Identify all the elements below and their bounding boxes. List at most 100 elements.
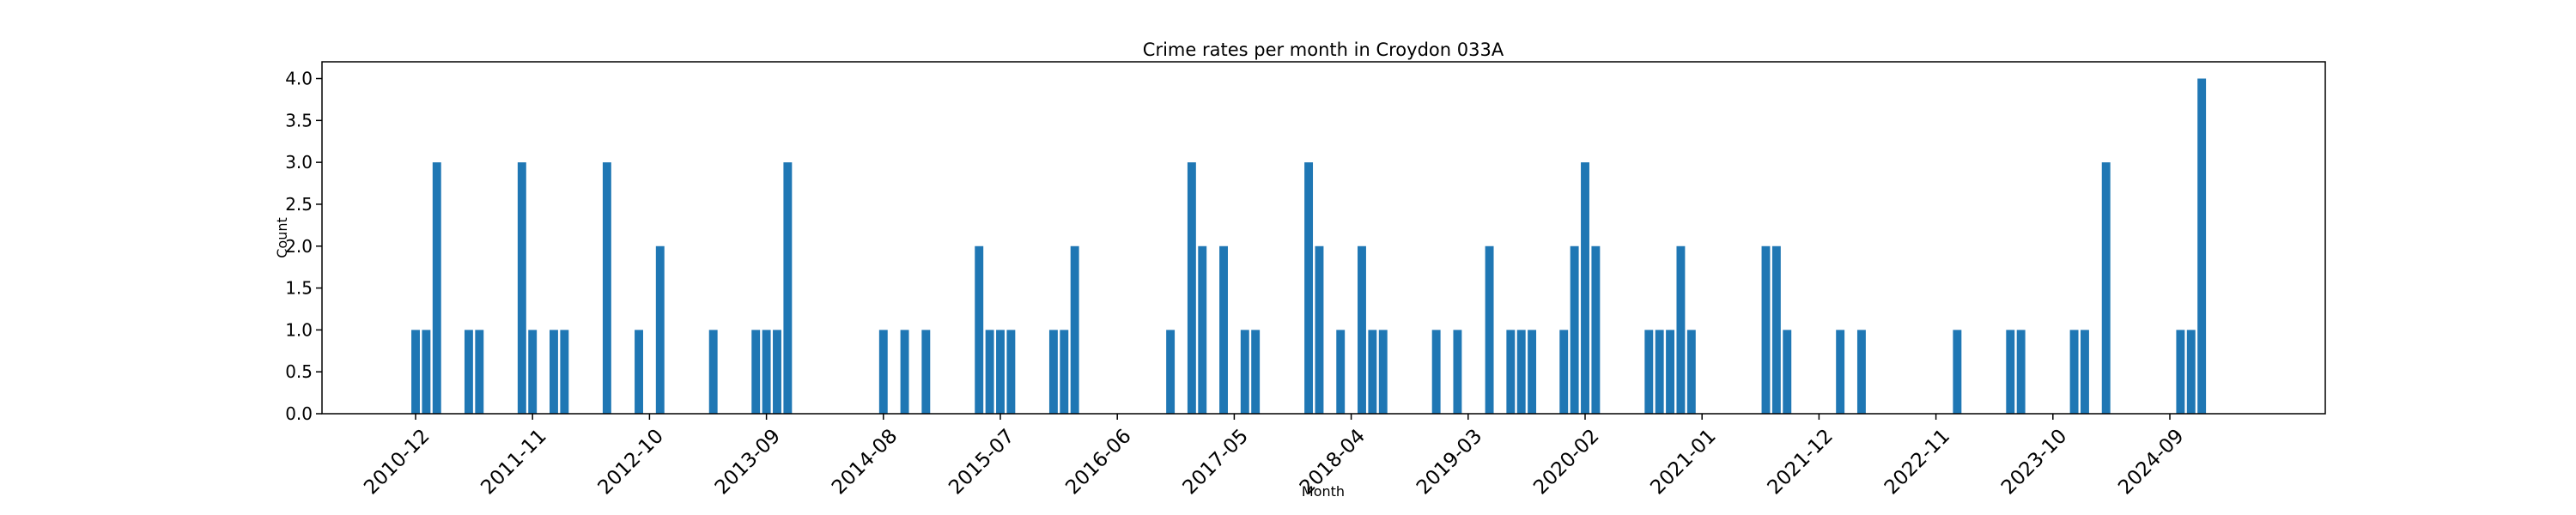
bar-2011-02	[432, 162, 441, 414]
bar-2020-12	[1686, 330, 1696, 414]
bar-2018-12	[1431, 330, 1441, 414]
bar-2017-06	[1240, 330, 1249, 414]
bar-2015-06	[985, 330, 994, 414]
y-tick-label: 1.5	[285, 278, 313, 299]
bar-2021-09	[1783, 330, 1792, 414]
y-axis: 0.0 0.5 1.0 1.5 2.0 2.5 3.0 3.5 4.0	[285, 69, 322, 424]
bar-2010-12	[411, 330, 420, 414]
bar-2020-09	[1655, 330, 1664, 414]
x-tick-label: 2013-09	[711, 425, 785, 499]
bar-2019-02	[1453, 330, 1462, 414]
y-tick-label: 2.0	[285, 236, 313, 257]
bar-2024-10	[2176, 330, 2185, 414]
x-tick-label: 2017-05	[1179, 425, 1253, 499]
bar-2018-05	[1358, 245, 1366, 414]
bar-2023-06	[2006, 330, 2015, 414]
bar-2012-11	[655, 245, 665, 414]
bar-2011-10	[517, 162, 526, 414]
bar-2014-12	[921, 330, 931, 414]
bar-2011-11	[528, 330, 538, 414]
bar-2020-01	[1570, 245, 1579, 414]
bar-2017-01	[1187, 162, 1196, 414]
bar-2020-11	[1676, 245, 1686, 414]
bar-2011-06	[475, 330, 484, 414]
x-tick-label: 2021-01	[1646, 425, 1720, 499]
bar-2020-03	[1591, 245, 1601, 414]
y-tick-label: 0.0	[285, 403, 313, 424]
x-tick-label: 2016-06	[1061, 425, 1135, 499]
bar-2022-04	[1856, 330, 1866, 414]
bar-2016-02	[1070, 245, 1079, 414]
x-tick-label: 2010-12	[360, 425, 434, 499]
bar-2012-06	[602, 162, 611, 414]
bar-2023-01	[1953, 330, 1962, 414]
bar-2013-08	[751, 330, 761, 414]
bar-2019-07	[1506, 330, 1516, 414]
bar-2019-05	[1485, 245, 1494, 414]
bar-2018-01	[1315, 245, 1324, 414]
bar-2019-12	[1559, 330, 1569, 414]
bars-group	[411, 78, 2207, 415]
bar-2020-02	[1581, 162, 1589, 414]
bar-2012-02	[560, 330, 569, 414]
y-tick-label: 0.5	[285, 361, 313, 382]
x-tick-label: 2012-10	[594, 425, 668, 499]
x-axis-title: Month	[1302, 483, 1345, 500]
bar-2019-08	[1516, 330, 1526, 414]
y-axis-title: Count	[274, 217, 290, 258]
x-tick-label: 2024-09	[2114, 425, 2188, 499]
bar-2021-08	[1771, 245, 1781, 414]
bar-2011-05	[464, 330, 473, 414]
x-tick-label: 2023-10	[1997, 425, 2071, 499]
x-tick-label: 2019-03	[1413, 425, 1486, 499]
y-tick-label: 1.0	[285, 319, 313, 340]
y-tick-label: 4.0	[285, 69, 313, 89]
bar-2023-12	[2069, 330, 2079, 414]
y-tick-label: 2.5	[285, 194, 313, 215]
bar-2023-07	[2016, 330, 2026, 414]
x-tick-label: 2020-02	[1529, 425, 1603, 499]
bar-2016-11	[1166, 330, 1176, 414]
bar-2017-02	[1198, 245, 1207, 414]
bar-2013-04	[708, 330, 718, 414]
bar-2017-04	[1219, 245, 1228, 414]
y-tick-label: 3.0	[285, 152, 313, 173]
chart-title: Crime rates per month in Croydon 033A	[1143, 39, 1504, 60]
bar-2016-01	[1060, 330, 1069, 414]
bar-2022-02	[1836, 330, 1845, 414]
bar-2015-12	[1048, 330, 1058, 414]
x-tick-label: 2022-11	[1880, 425, 1954, 499]
x-tick-label: 2014-08	[828, 425, 902, 499]
bar-2013-09	[762, 330, 771, 414]
bar-2014-10	[900, 330, 909, 414]
bar-2024-03	[2101, 162, 2111, 414]
bar-2013-11	[783, 162, 793, 414]
bar-2013-10	[773, 330, 781, 414]
bar-2020-08	[1644, 330, 1654, 414]
bar-2015-08	[1006, 330, 1016, 414]
y-tick-label: 3.5	[285, 110, 313, 130]
bar-2015-07	[996, 330, 1005, 414]
bar-2024-11	[2186, 330, 2196, 414]
x-axis: 2010-12 2011-11 2012-10 2013-09 2014-08 2015-…	[360, 414, 2189, 500]
bar-2012-01	[550, 330, 558, 414]
x-tick-label: 2011-11	[477, 425, 550, 499]
bar-2018-03	[1336, 330, 1346, 414]
bar-2019-09	[1528, 330, 1537, 414]
plot-frame	[321, 61, 2326, 415]
x-tick-label: 2021-12	[1764, 425, 1838, 499]
bar-2018-07	[1378, 330, 1388, 414]
bar-2015-05	[975, 245, 984, 414]
bar-2017-07	[1251, 330, 1261, 414]
bar-2024-01	[2080, 330, 2089, 414]
x-tick-label: 2015-07	[945, 425, 1018, 499]
bar-2024-12	[2197, 78, 2207, 415]
bar-2020-10	[1666, 330, 1675, 414]
bar-2018-06	[1368, 330, 1377, 414]
bar-2011-01	[422, 330, 431, 414]
bar-2012-09	[635, 330, 643, 414]
bar-2014-08	[878, 330, 888, 414]
bar-2021-07	[1761, 245, 1771, 414]
bar-2017-12	[1304, 162, 1314, 414]
